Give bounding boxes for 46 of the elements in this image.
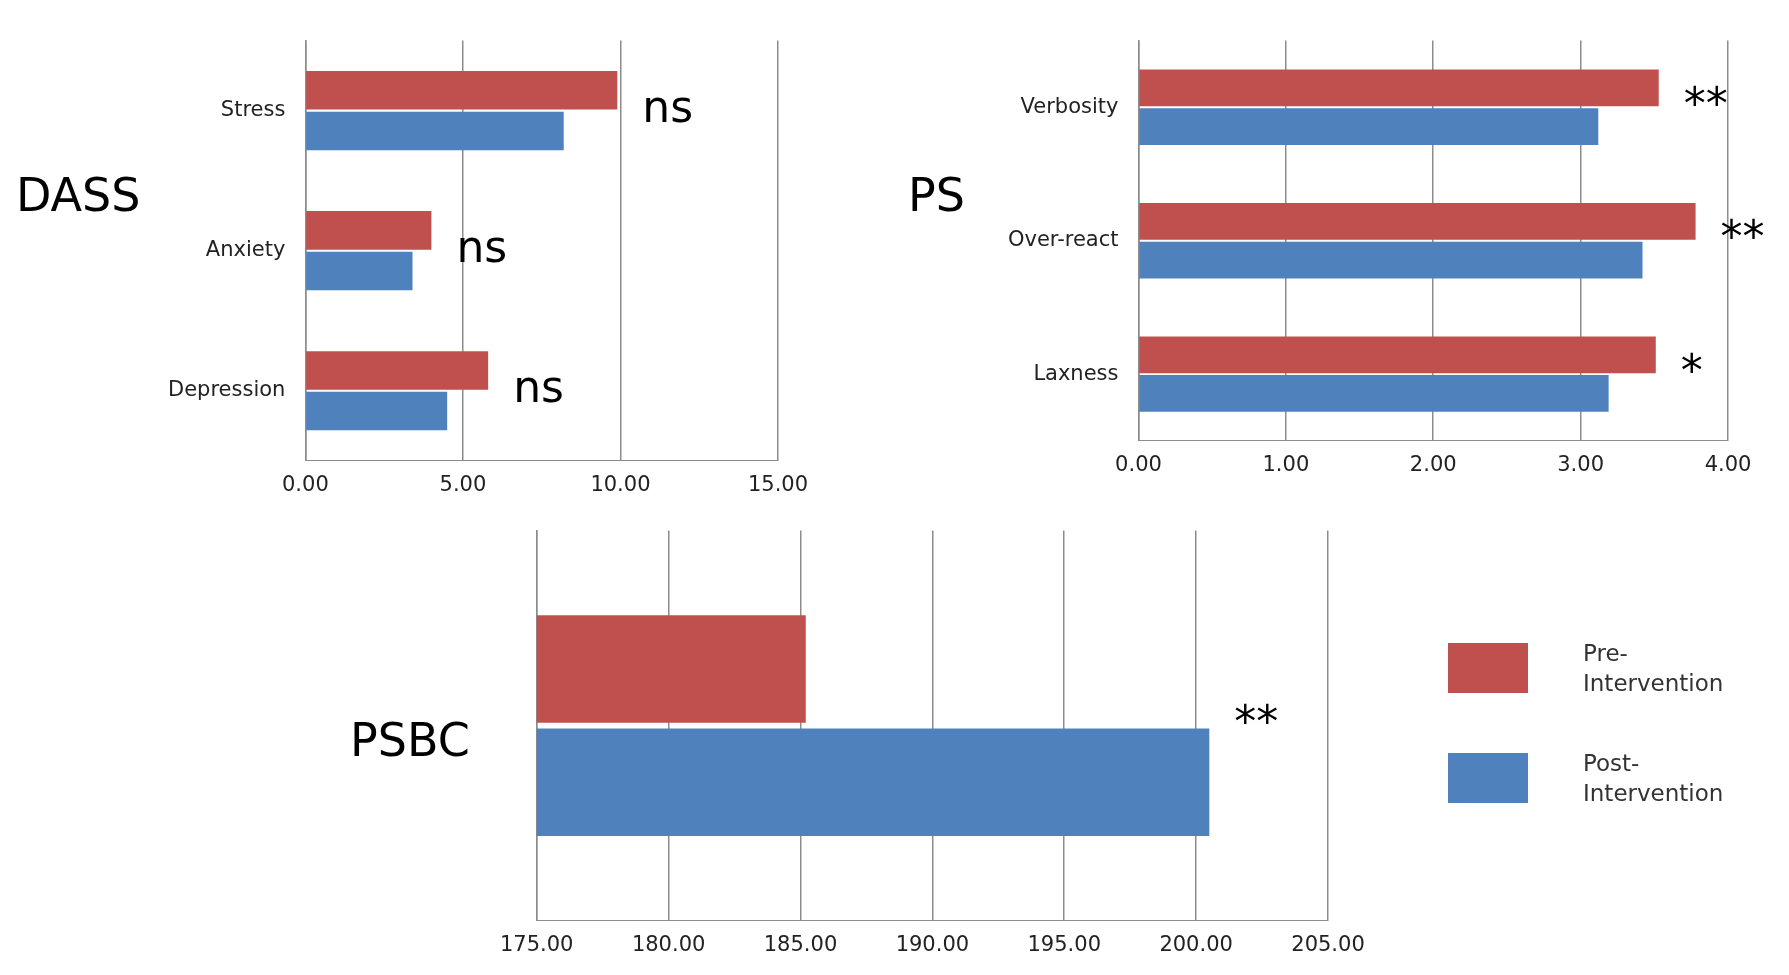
bar bbox=[1139, 336, 1656, 374]
text: PS bbox=[908, 168, 965, 222]
bar bbox=[1139, 108, 1599, 146]
annotation: ns bbox=[642, 81, 694, 133]
annotation: ns bbox=[456, 221, 508, 273]
x-tick-label: 195.00 bbox=[1027, 931, 1101, 956]
y-tick-label: Stress bbox=[220, 97, 286, 122]
annotation: ns bbox=[513, 361, 564, 413]
x-tick-label: 175.00 bbox=[500, 931, 574, 956]
bar bbox=[306, 71, 618, 110]
bar bbox=[306, 211, 432, 250]
annotation: ** bbox=[1720, 211, 1765, 263]
x-tick-label: 4.00 bbox=[1704, 451, 1752, 476]
x-tick-label: 1.00 bbox=[1262, 451, 1310, 476]
x-tick-label: 185.00 bbox=[763, 931, 838, 956]
x-tick-label: 3.00 bbox=[1557, 451, 1604, 476]
x-tick-label: 5.00 bbox=[439, 471, 487, 496]
bar bbox=[306, 391, 448, 431]
y-tick-label: Verbosity bbox=[1020, 93, 1119, 118]
annotation: ** bbox=[1234, 696, 1279, 748]
x-tick-label: 180.00 bbox=[631, 931, 706, 956]
x-tick-label: 190.00 bbox=[895, 931, 970, 956]
x-tick-label: 0.00 bbox=[282, 471, 329, 496]
y-tick-label: Laxness bbox=[1033, 360, 1119, 385]
text: DASS bbox=[16, 168, 141, 222]
bar bbox=[306, 251, 413, 291]
bar bbox=[1139, 202, 1696, 240]
x-tick-label: 2.00 bbox=[1409, 451, 1457, 476]
y-tick-label: Anxiety bbox=[205, 237, 286, 262]
bar bbox=[1139, 375, 1609, 412]
bar bbox=[1139, 69, 1659, 107]
text: PSBC bbox=[350, 713, 470, 767]
y-tick-label: Over-react bbox=[1007, 227, 1119, 252]
x-tick-label: 0.00 bbox=[1115, 451, 1162, 476]
legend-label: Pre-Intervention bbox=[1583, 639, 1725, 698]
bar bbox=[306, 111, 564, 151]
x-tick-label: 200.00 bbox=[1159, 931, 1233, 956]
bar bbox=[306, 351, 489, 390]
x-tick-label: 10.00 bbox=[590, 471, 651, 496]
annotation: * bbox=[1680, 344, 1703, 396]
annotation: ** bbox=[1683, 77, 1728, 129]
x-tick-label: 15.00 bbox=[747, 471, 809, 496]
y-tick-label: Depression bbox=[168, 377, 286, 402]
legend-label: Post-Intervention bbox=[1583, 749, 1725, 808]
bar bbox=[1139, 241, 1643, 279]
x-tick-label: 205.00 bbox=[1291, 931, 1365, 956]
